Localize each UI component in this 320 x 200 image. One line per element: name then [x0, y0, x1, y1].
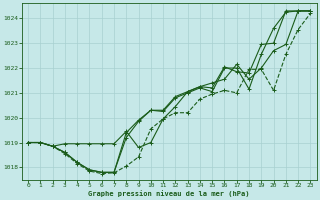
- X-axis label: Graphe pression niveau de la mer (hPa): Graphe pression niveau de la mer (hPa): [89, 190, 250, 197]
